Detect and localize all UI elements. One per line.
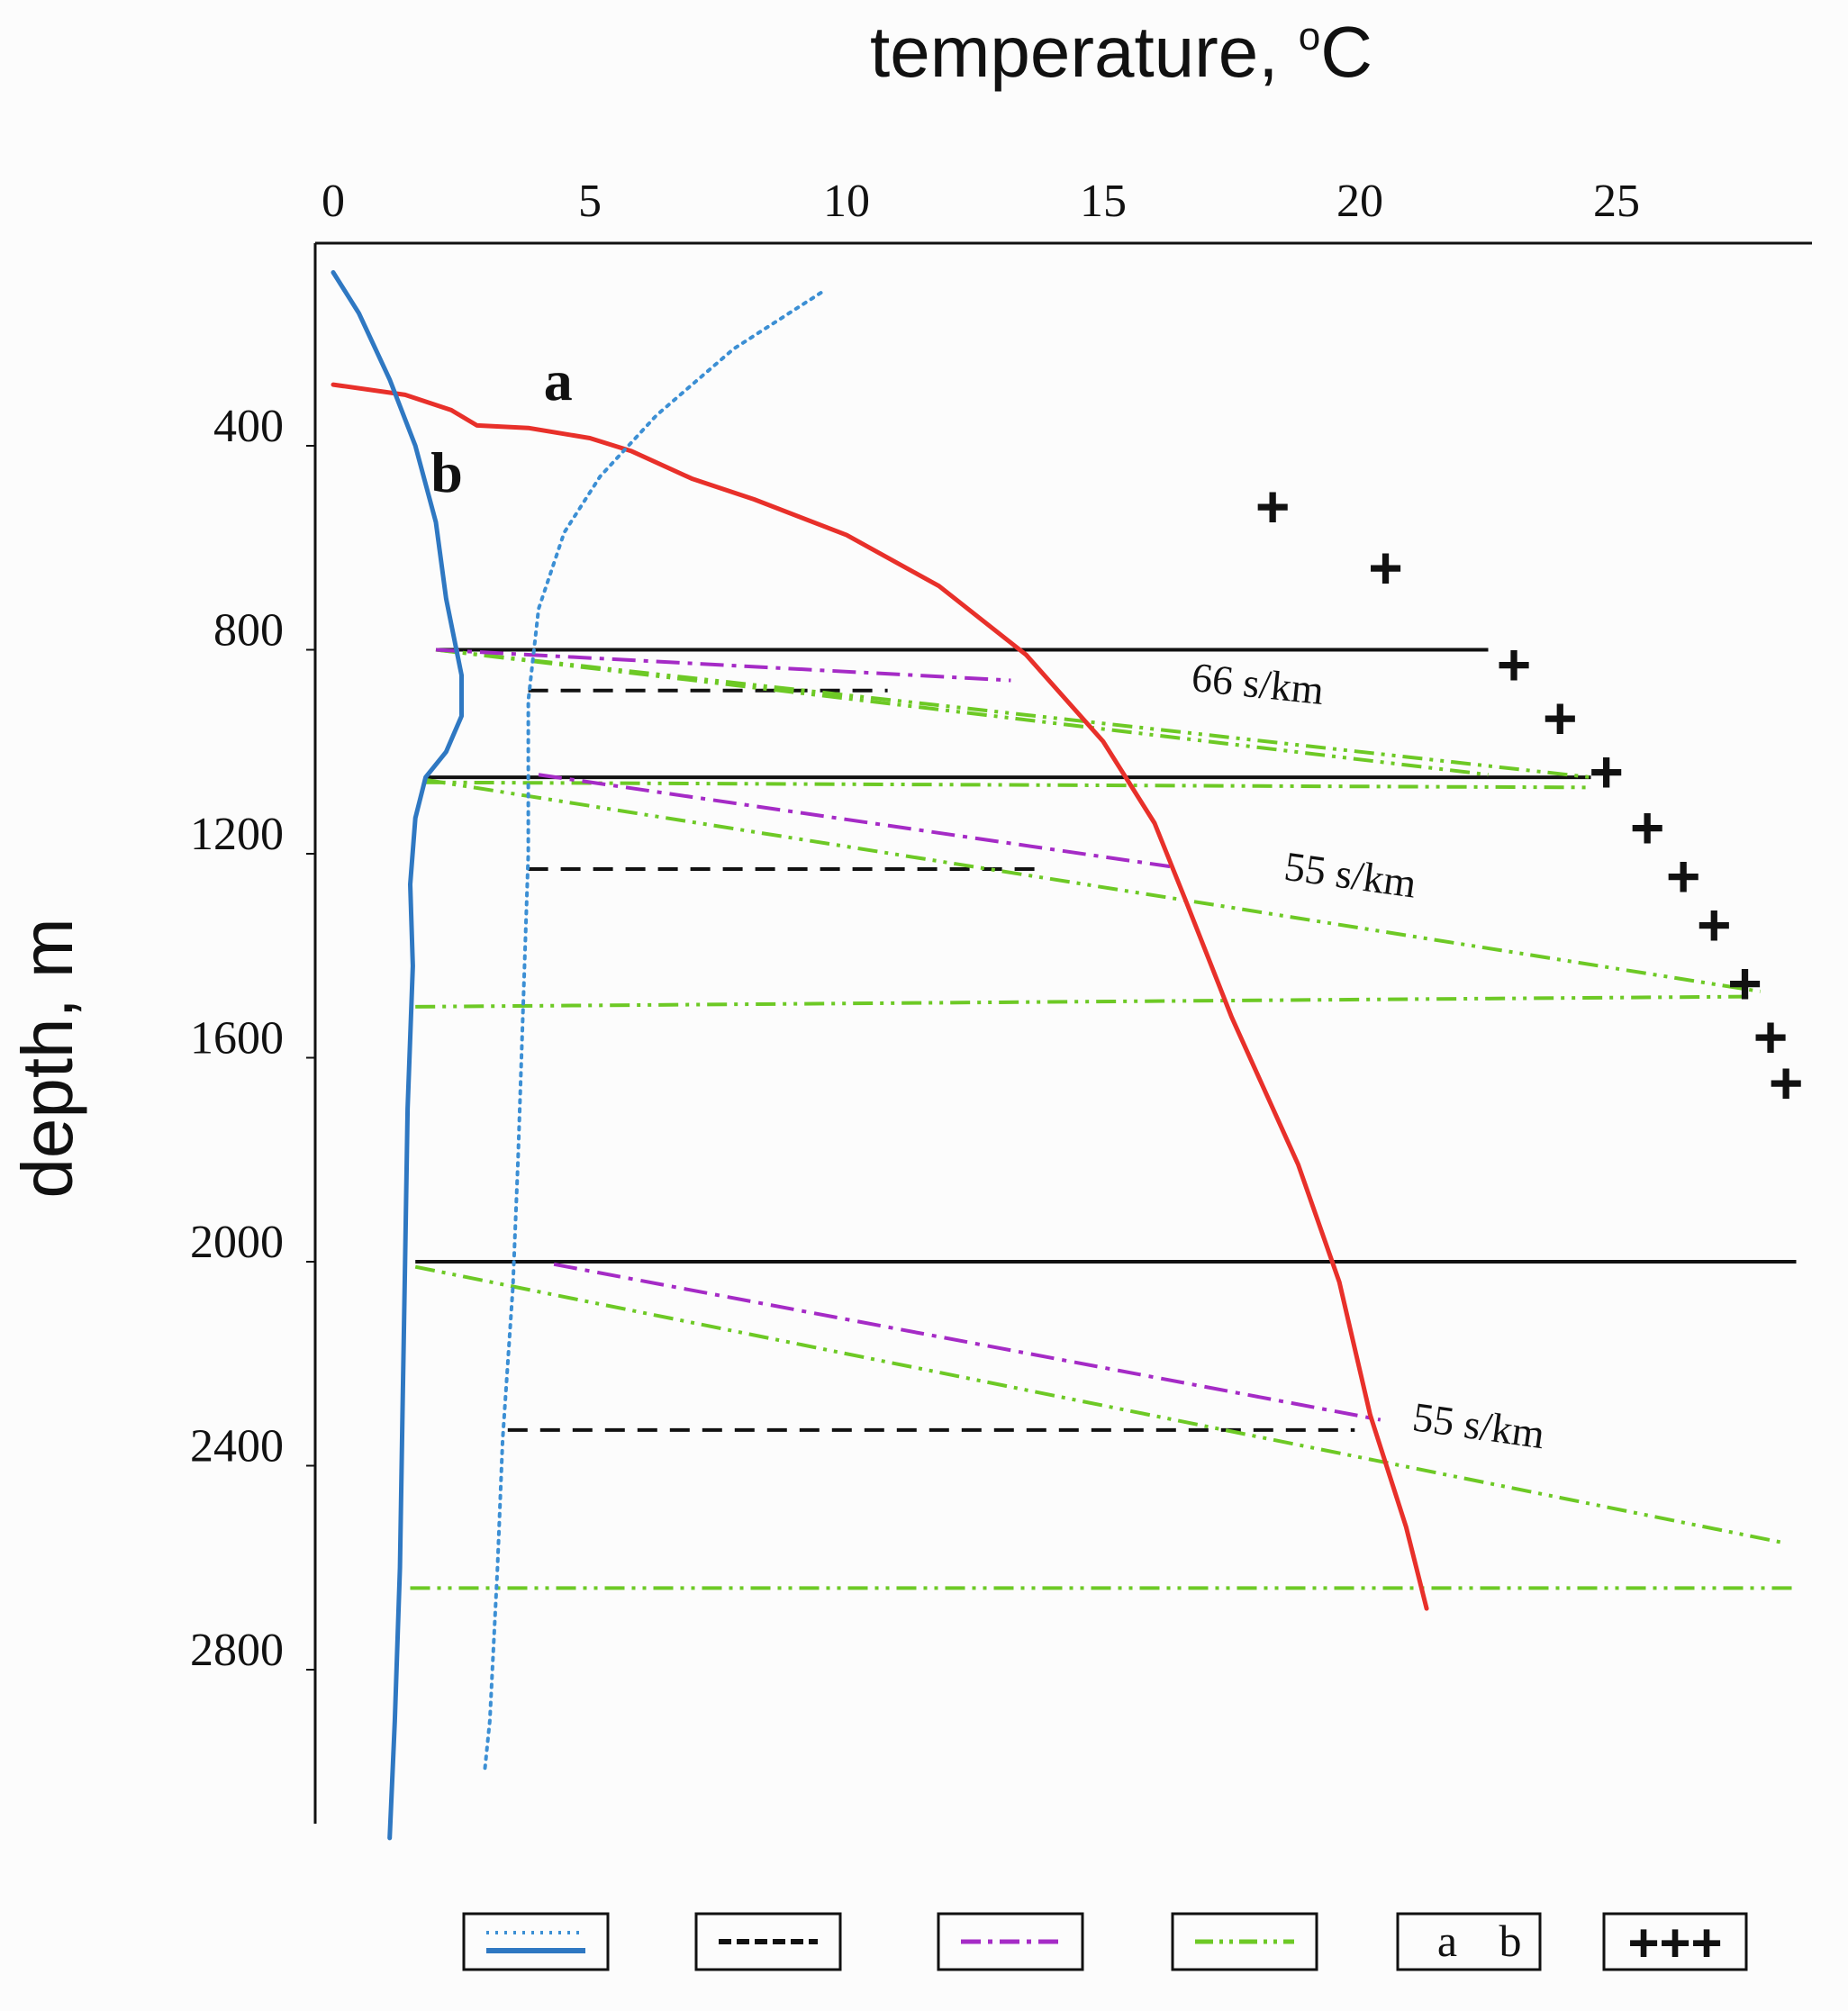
plus-marker: +	[1769, 1049, 1804, 1116]
y-tick-label: 800	[213, 605, 284, 657]
plus-marker: +	[1727, 949, 1762, 1016]
green-ray	[435, 648, 1489, 777]
legend-box	[462, 1912, 610, 1971]
plus-marker: +	[1589, 738, 1624, 804]
y-tick-label: 400	[213, 401, 284, 452]
legend-box	[694, 1912, 842, 1971]
title-main: temperature,	[870, 12, 1299, 92]
x-tick-label: 5	[578, 176, 602, 227]
legend-item-temperature-profiles	[462, 1912, 610, 1971]
plus-marker: +	[1630, 794, 1665, 861]
plus-marker: +	[1543, 684, 1578, 751]
series-a	[331, 382, 1429, 1611]
x-tick-label: 20	[1336, 176, 1383, 227]
legend-item-green-dash-dot-dot	[1171, 1912, 1318, 1971]
plus-marker: +	[1753, 1003, 1789, 1070]
plus-marker: +	[1666, 842, 1701, 909]
y-tick-label: 1200	[190, 809, 284, 860]
magenta-ray	[553, 1262, 1381, 1422]
curve-label-a: a	[544, 349, 573, 412]
curve-label-b: b	[430, 440, 463, 504]
legend-box	[1171, 1912, 1318, 1971]
legend-item-plus-markers: +++	[1602, 1912, 1748, 1973]
y-axis-label: depth, m	[7, 918, 87, 1198]
legend-text-plus: +++	[1627, 1913, 1722, 1973]
series-b	[331, 270, 464, 1841]
x-tick-label: 25	[1593, 176, 1640, 227]
magenta-ray	[435, 648, 1011, 683]
legend-box	[1602, 1912, 1748, 1971]
green-ray	[414, 1264, 1781, 1544]
plus-marker: +	[1368, 534, 1403, 601]
magenta-ray	[538, 773, 1171, 869]
legend-item-black-dashed	[694, 1912, 842, 1971]
series-dotted-blue	[483, 291, 823, 1774]
x-tick-label: 0	[322, 176, 345, 227]
x-tick-label: 15	[1080, 176, 1127, 227]
green-ray	[425, 777, 1761, 993]
chart-title: temperature, oC	[870, 12, 1372, 92]
plus-marker: +	[1497, 630, 1532, 697]
legend-item-magenta-dash-dot	[937, 1912, 1084, 1971]
title-degree: o	[1299, 14, 1320, 59]
x-tick-label: 10	[823, 176, 870, 227]
legend-text-a: a	[1437, 1916, 1457, 1966]
green-ray	[415, 994, 1755, 1009]
y-tick-label: 2000	[190, 1217, 284, 1268]
legend-box	[937, 1912, 1084, 1971]
legend-text-b: b	[1499, 1916, 1522, 1966]
y-tick-label: 2400	[190, 1421, 284, 1472]
y-tick-label: 1600	[190, 1013, 284, 1064]
plus-marker: +	[1255, 473, 1291, 539]
legend-box	[1396, 1912, 1542, 1971]
plus-marker: +	[1697, 891, 1732, 957]
y-tick-label: 2800	[190, 1625, 284, 1676]
title-unit: C	[1320, 12, 1372, 92]
